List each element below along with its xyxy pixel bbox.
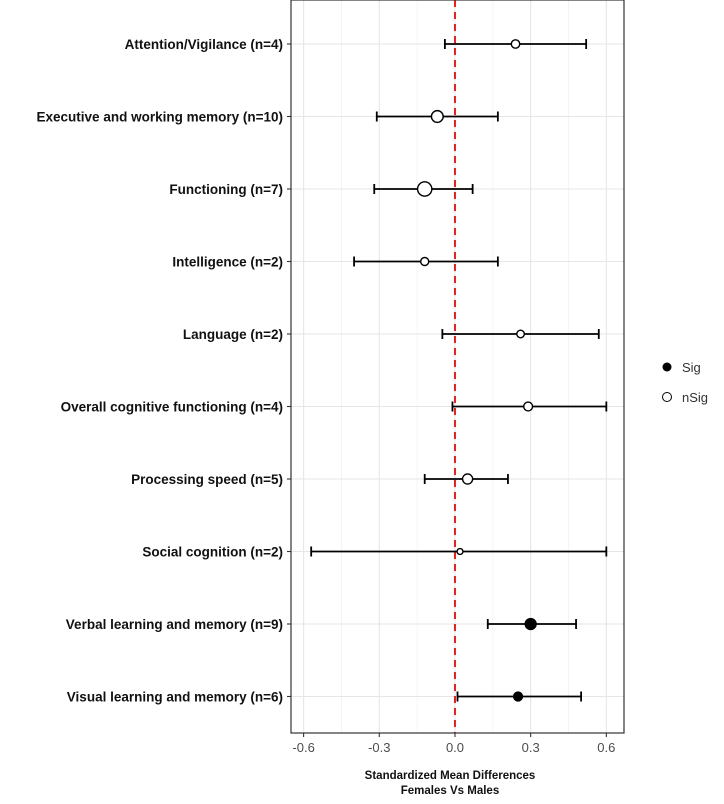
x-tick-label: -0.3 bbox=[368, 740, 390, 755]
grid-lines bbox=[291, 0, 624, 733]
error-bars bbox=[310, 39, 608, 702]
point-nsig bbox=[416, 181, 433, 197]
point-nsig bbox=[523, 401, 534, 412]
x-tick-label: 0.0 bbox=[446, 740, 464, 755]
category-label: Language (n=2) bbox=[183, 327, 283, 342]
category-label: Executive and working memory (n=10) bbox=[37, 110, 283, 125]
category-label: Verbal learning and memory (n=9) bbox=[66, 617, 283, 632]
point-nsig bbox=[456, 547, 464, 556]
x-axis-title-line1: Standardized Mean Differences bbox=[365, 770, 536, 782]
point-nsig bbox=[420, 256, 430, 267]
x-axis-title-line2: Females Vs Males bbox=[401, 785, 499, 797]
point-nsig bbox=[461, 473, 474, 485]
point-sig bbox=[524, 617, 537, 631]
point-sig bbox=[512, 691, 524, 702]
category-label: Intelligence (n=2) bbox=[172, 255, 283, 270]
category-label: Functioning (n=7) bbox=[169, 182, 283, 197]
point-nsig bbox=[510, 39, 521, 49]
legend-sig-label: Sig bbox=[682, 360, 701, 375]
point-nsig bbox=[516, 329, 526, 339]
legend-sig-marker bbox=[662, 362, 672, 372]
x-axis-ticks: -0.6 -0.3 0.0 0.3 0.6 bbox=[292, 733, 615, 755]
x-tick-label: 0.6 bbox=[597, 740, 615, 755]
category-label: Visual learning and memory (n=6) bbox=[67, 690, 283, 705]
points bbox=[416, 39, 537, 702]
category-labels: Attention/Vigilance (n=4) Executive and w… bbox=[37, 37, 291, 705]
legend-nsig-label: nSig bbox=[682, 390, 708, 405]
legend-nsig-marker bbox=[662, 392, 672, 402]
x-tick-label: -0.6 bbox=[292, 740, 314, 755]
legend: Sig nSig bbox=[662, 360, 708, 405]
x-tick-label: 0.3 bbox=[522, 740, 540, 755]
category-label: Processing speed (n=5) bbox=[131, 472, 283, 487]
point-nsig bbox=[430, 109, 444, 124]
category-label: Social cognition (n=2) bbox=[142, 545, 283, 560]
category-label: Attention/Vigilance (n=4) bbox=[125, 37, 283, 52]
category-label: Overall cognitive functioning (n=4) bbox=[61, 400, 283, 415]
plot-panel-border bbox=[290, 0, 625, 734]
